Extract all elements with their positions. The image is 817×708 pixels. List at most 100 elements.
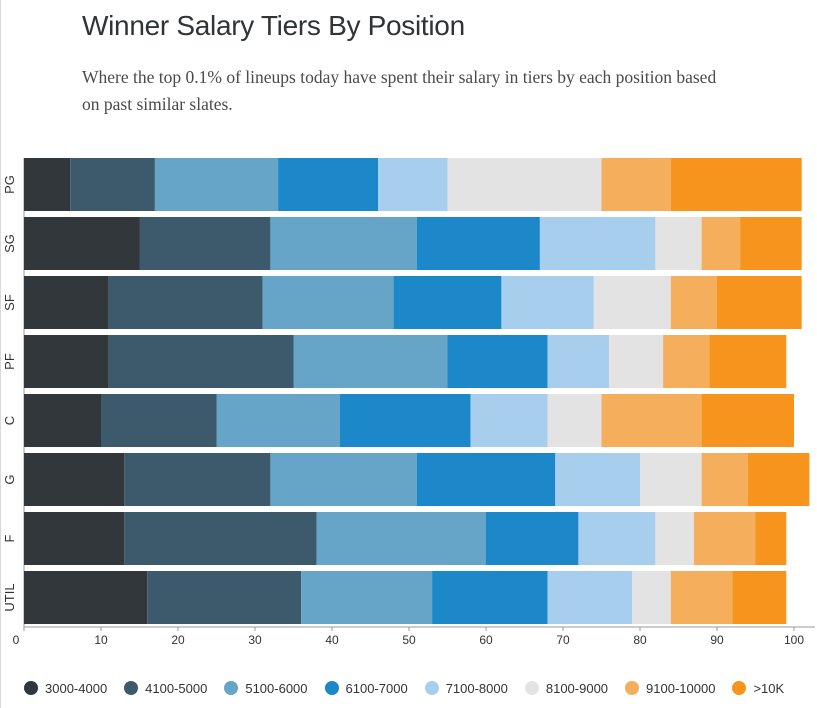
legend-item-5[interactable]: 8100-9000 bbox=[524, 680, 609, 696]
bar-pf-series-2 bbox=[293, 335, 448, 388]
bar-c-series-5 bbox=[547, 394, 602, 447]
bar-sg-series-0 bbox=[24, 217, 140, 270]
bar-pg-series-7 bbox=[670, 158, 802, 211]
legend-item-1[interactable]: 4100-5000 bbox=[124, 681, 207, 696]
bar-c-series-2 bbox=[216, 394, 340, 447]
bar-sf-series-6 bbox=[670, 276, 717, 329]
bar-util-series-5 bbox=[632, 571, 671, 624]
x-tick-label-30: 30 bbox=[248, 633, 262, 647]
x-tick-label-50: 50 bbox=[402, 633, 416, 647]
legend-swatch-4 bbox=[424, 681, 439, 695]
bar-util-series-2 bbox=[301, 571, 433, 624]
legend-item-4[interactable]: 7100-8000 bbox=[424, 680, 508, 696]
bar-util-series-4 bbox=[547, 571, 633, 624]
bar-c-series-4 bbox=[470, 394, 548, 447]
legend-label-4: 7100-8000 bbox=[445, 680, 508, 696]
bar-f-series-3 bbox=[486, 512, 579, 565]
bar-pg-series-3 bbox=[278, 158, 379, 211]
category-label-g: G bbox=[2, 474, 17, 484]
bar-pf-series-3 bbox=[447, 335, 548, 388]
legend-item-6[interactable]: 9100-10000 bbox=[625, 681, 715, 696]
bar-f-series-0 bbox=[24, 512, 125, 565]
bar-pf-series-1 bbox=[108, 335, 294, 388]
bar-util-series-6 bbox=[670, 571, 733, 624]
bar-g-series-3 bbox=[416, 453, 556, 506]
chart-subtitle: Where the top 0.1% of lineups today have… bbox=[82, 67, 717, 114]
bar-pg-series-6 bbox=[601, 158, 671, 211]
legend-swatch-0 bbox=[24, 681, 38, 695]
bar-c-series-1 bbox=[101, 394, 217, 447]
chart-legend: 3000-4000 4100-5000 5100-6000 6100-7000 7100… bbox=[24, 678, 801, 698]
legend-item-2[interactable]: 5100-6000 bbox=[224, 680, 308, 696]
bar-sf-series-1 bbox=[108, 276, 263, 329]
legend-label-5: 8100-9000 bbox=[545, 680, 609, 696]
bar-sf-series-7 bbox=[717, 276, 802, 329]
bar-sg-series-6 bbox=[701, 217, 741, 270]
legend-item-7[interactable]: >10K bbox=[732, 681, 784, 696]
bar-c-series-3 bbox=[339, 394, 471, 447]
bar-sg-series-4 bbox=[539, 217, 656, 270]
bar-f-series-1 bbox=[124, 512, 317, 565]
bar-sg-series-5 bbox=[655, 217, 702, 270]
legend-label-6: 9100-10000 bbox=[646, 680, 716, 696]
bar-util-series-1 bbox=[147, 571, 302, 624]
bar-f-series-5 bbox=[655, 512, 694, 565]
x-tick-label-60: 60 bbox=[479, 633, 493, 647]
legend-swatch-2 bbox=[224, 681, 239, 695]
bar-sg-series-1 bbox=[139, 217, 271, 270]
bar-g-series-1 bbox=[124, 453, 271, 506]
legend-label-2: 5100-6000 bbox=[245, 680, 308, 696]
legend-label-0: 3000-4000 bbox=[45, 680, 108, 696]
bar-sg-series-3 bbox=[416, 217, 540, 270]
left-border bbox=[0, 0, 1, 708]
bar-g-series-2 bbox=[270, 453, 417, 506]
bar-pg-series-1 bbox=[70, 158, 155, 211]
bar-f-series-7 bbox=[755, 512, 787, 565]
bar-sg-series-2 bbox=[270, 217, 417, 270]
bar-pf-series-4 bbox=[547, 335, 610, 388]
bar-util-series-7 bbox=[732, 571, 787, 624]
bar-c-series-6 bbox=[601, 394, 702, 447]
bar-pf-series-6 bbox=[663, 335, 710, 388]
bar-pf-series-7 bbox=[709, 335, 787, 388]
category-label-pf: PF bbox=[2, 353, 17, 370]
bar-pf-series-0 bbox=[24, 335, 109, 388]
bar-g-series-0 bbox=[24, 453, 125, 506]
x-tick-label-90: 90 bbox=[710, 633, 724, 647]
bar-g-series-5 bbox=[640, 453, 702, 506]
x-tick-label-40: 40 bbox=[325, 633, 339, 647]
legend-swatch-1 bbox=[124, 681, 139, 695]
bar-f-series-6 bbox=[693, 512, 756, 565]
x-tick-label-0: 0 bbox=[13, 633, 20, 647]
x-tick-label-20: 20 bbox=[171, 633, 185, 647]
category-label-c: C bbox=[2, 416, 17, 425]
category-label-f: F bbox=[2, 534, 17, 542]
legend-swatch-6 bbox=[625, 681, 640, 695]
category-label-sg: SG bbox=[2, 234, 17, 253]
bar-g-series-6 bbox=[701, 453, 748, 506]
x-tick-label-80: 80 bbox=[633, 633, 647, 647]
x-tick-label-70: 70 bbox=[556, 633, 570, 647]
bar-sf-series-0 bbox=[24, 276, 109, 329]
bar-g-series-4 bbox=[555, 453, 640, 506]
bar-sg-series-7 bbox=[740, 217, 802, 270]
legend-label-3: 6100-7000 bbox=[345, 680, 408, 696]
legend-swatch-7 bbox=[732, 681, 747, 695]
bar-c-series-7 bbox=[701, 394, 794, 447]
category-label-pg: PG bbox=[2, 175, 17, 194]
x-tick-label-100: 100 bbox=[784, 633, 804, 647]
bar-c-series-0 bbox=[24, 394, 101, 447]
chart-title: Winner Salary Tiers By Position bbox=[82, 10, 465, 41]
bar-util-series-3 bbox=[432, 571, 548, 624]
legend-item-0[interactable]: 3000-4000 bbox=[24, 681, 107, 696]
legend-label-1: 4100-5000 bbox=[145, 680, 208, 696]
x-tick-label-10: 10 bbox=[94, 633, 108, 647]
category-label-util: UTIL bbox=[2, 583, 17, 611]
legend-label-7: >10K bbox=[753, 680, 785, 696]
bar-pg-series-0 bbox=[24, 158, 71, 211]
legend-item-3[interactable]: 6100-7000 bbox=[324, 680, 408, 696]
bar-sf-series-2 bbox=[262, 276, 394, 329]
legend-swatch-5 bbox=[524, 681, 539, 695]
bar-pf-series-5 bbox=[609, 335, 664, 388]
bar-sf-series-5 bbox=[593, 276, 671, 329]
